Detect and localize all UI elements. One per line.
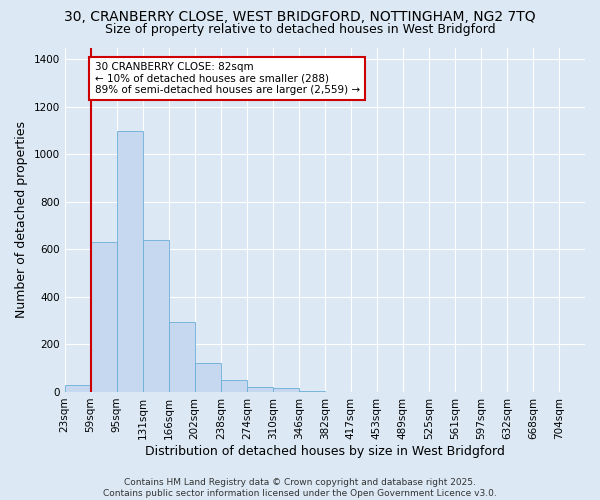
Bar [143, 240, 169, 392]
Bar [221, 380, 247, 392]
Bar [91, 242, 117, 392]
Y-axis label: Number of detached properties: Number of detached properties [15, 121, 28, 318]
Bar [65, 385, 91, 392]
Bar [273, 388, 299, 392]
Text: Size of property relative to detached houses in West Bridgford: Size of property relative to detached ho… [104, 22, 496, 36]
X-axis label: Distribution of detached houses by size in West Bridgford: Distribution of detached houses by size … [145, 444, 505, 458]
Bar [247, 387, 273, 392]
Bar [195, 364, 221, 392]
Bar [299, 391, 325, 392]
Text: Contains HM Land Registry data © Crown copyright and database right 2025.
Contai: Contains HM Land Registry data © Crown c… [103, 478, 497, 498]
Text: 30, CRANBERRY CLOSE, WEST BRIDGFORD, NOTTINGHAM, NG2 7TQ: 30, CRANBERRY CLOSE, WEST BRIDGFORD, NOT… [64, 10, 536, 24]
Text: 30 CRANBERRY CLOSE: 82sqm
← 10% of detached houses are smaller (288)
89% of semi: 30 CRANBERRY CLOSE: 82sqm ← 10% of detac… [95, 62, 360, 95]
Bar [117, 130, 143, 392]
Bar [169, 322, 195, 392]
